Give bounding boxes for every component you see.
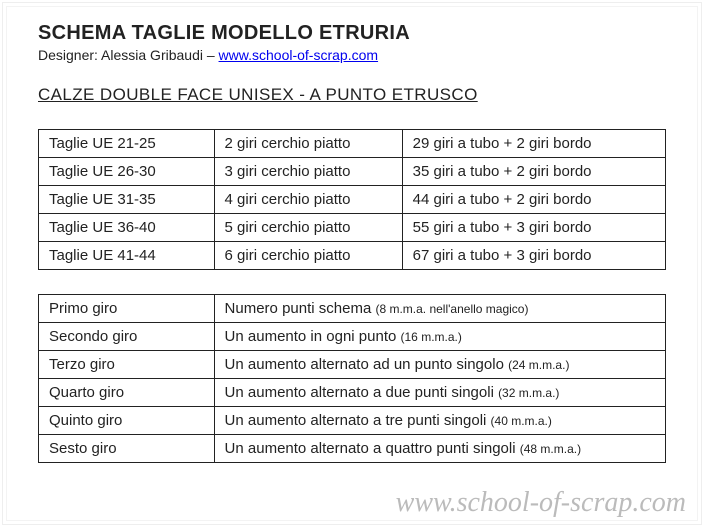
table-row: Taglie UE 41-44 6 giri cerchio piatto 67… — [39, 242, 666, 270]
cell-round: Quinto giro — [39, 407, 215, 435]
desc-main: Un aumento alternato a quattro punti sin… — [225, 440, 520, 457]
cell-tubo: 44 giri a tubo + 2 giri bordo — [402, 186, 665, 214]
cell-cerchio: 5 giri cerchio piatto — [214, 214, 402, 242]
cell-desc: Un aumento alternato a quattro punti sin… — [214, 435, 665, 463]
cell-tubo: 35 giri a tubo + 2 giri bordo — [402, 158, 665, 186]
desc-main: Numero punti schema — [225, 300, 376, 317]
table-row: Taglie UE 21-25 2 giri cerchio piatto 29… — [39, 130, 666, 158]
desc-main: Un aumento in ogni punto — [225, 328, 401, 345]
table-row: Taglie UE 36-40 5 giri cerchio piatto 55… — [39, 214, 666, 242]
desc-note: (16 m.m.a.) — [401, 330, 462, 344]
cell-size: Taglie UE 21-25 — [39, 130, 215, 158]
sizes-table: Taglie UE 21-25 2 giri cerchio piatto 29… — [38, 129, 666, 270]
designer-line: Designer: Alessia Gribaudi – www.school-… — [38, 47, 666, 63]
cell-cerchio: 3 giri cerchio piatto — [214, 158, 402, 186]
table-row: Secondo giro Un aumento in ogni punto (1… — [39, 323, 666, 351]
cell-size: Taglie UE 36-40 — [39, 214, 215, 242]
cell-desc: Un aumento in ogni punto (16 m.m.a.) — [214, 323, 665, 351]
cell-desc: Numero punti schema (8 m.m.a. nell'anell… — [214, 295, 665, 323]
table-row: Quinto giro Un aumento alternato a tre p… — [39, 407, 666, 435]
cell-round: Terzo giro — [39, 351, 215, 379]
cell-tubo: 29 giri a tubo + 2 giri bordo — [402, 130, 665, 158]
table-row: Taglie UE 31-35 4 giri cerchio piatto 44… — [39, 186, 666, 214]
table-row: Primo giro Numero punti schema (8 m.m.a.… — [39, 295, 666, 323]
rounds-table-body: Primo giro Numero punti schema (8 m.m.a.… — [39, 295, 666, 463]
table-row: Quarto giro Un aumento alternato a due p… — [39, 379, 666, 407]
cell-cerchio: 4 giri cerchio piatto — [214, 186, 402, 214]
desc-note: (8 m.m.a. nell'anello magico) — [375, 302, 528, 316]
cell-desc: Un aumento alternato ad un punto singolo… — [214, 351, 665, 379]
cell-cerchio: 6 giri cerchio piatto — [214, 242, 402, 270]
sizes-table-body: Taglie UE 21-25 2 giri cerchio piatto 29… — [39, 130, 666, 270]
cell-tubo: 67 giri a tubo + 3 giri bordo — [402, 242, 665, 270]
desc-note: (32 m.m.a.) — [498, 386, 559, 400]
desc-main: Un aumento alternato ad un punto singolo — [225, 356, 509, 373]
cell-round: Primo giro — [39, 295, 215, 323]
cell-desc: Un aumento alternato a due punti singoli… — [214, 379, 665, 407]
designer-link[interactable]: www.school-of-scrap.com — [219, 47, 379, 63]
cell-round: Sesto giro — [39, 435, 215, 463]
table-row: Terzo giro Un aumento alternato ad un pu… — [39, 351, 666, 379]
rounds-table: Primo giro Numero punti schema (8 m.m.a.… — [38, 294, 666, 463]
cell-size: Taglie UE 31-35 — [39, 186, 215, 214]
desc-note: (48 m.m.a.) — [520, 442, 581, 456]
cell-cerchio: 2 giri cerchio piatto — [214, 130, 402, 158]
desc-note: (24 m.m.a.) — [508, 358, 569, 372]
table-row: Taglie UE 26-30 3 giri cerchio piatto 35… — [39, 158, 666, 186]
cell-size: Taglie UE 26-30 — [39, 158, 215, 186]
watermark: www.school-of-scrap.com — [396, 487, 686, 519]
page-title: SCHEMA TAGLIE MODELLO ETRURIA — [38, 22, 666, 45]
table-row: Sesto giro Un aumento alternato a quattr… — [39, 435, 666, 463]
subtitle: CALZE DOUBLE FACE UNISEX - A PUNTO ETRUS… — [38, 85, 666, 105]
cell-tubo: 55 giri a tubo + 3 giri bordo — [402, 214, 665, 242]
cell-round: Quarto giro — [39, 379, 215, 407]
desc-main: Un aumento alternato a tre punti singoli — [225, 412, 491, 429]
cell-size: Taglie UE 41-44 — [39, 242, 215, 270]
cell-desc: Un aumento alternato a tre punti singoli… — [214, 407, 665, 435]
cell-round: Secondo giro — [39, 323, 215, 351]
designer-prefix: Designer: Alessia Gribaudi – — [38, 47, 219, 63]
desc-main: Un aumento alternato a due punti singoli — [225, 384, 499, 401]
desc-note: (40 m.m.a.) — [491, 414, 552, 428]
